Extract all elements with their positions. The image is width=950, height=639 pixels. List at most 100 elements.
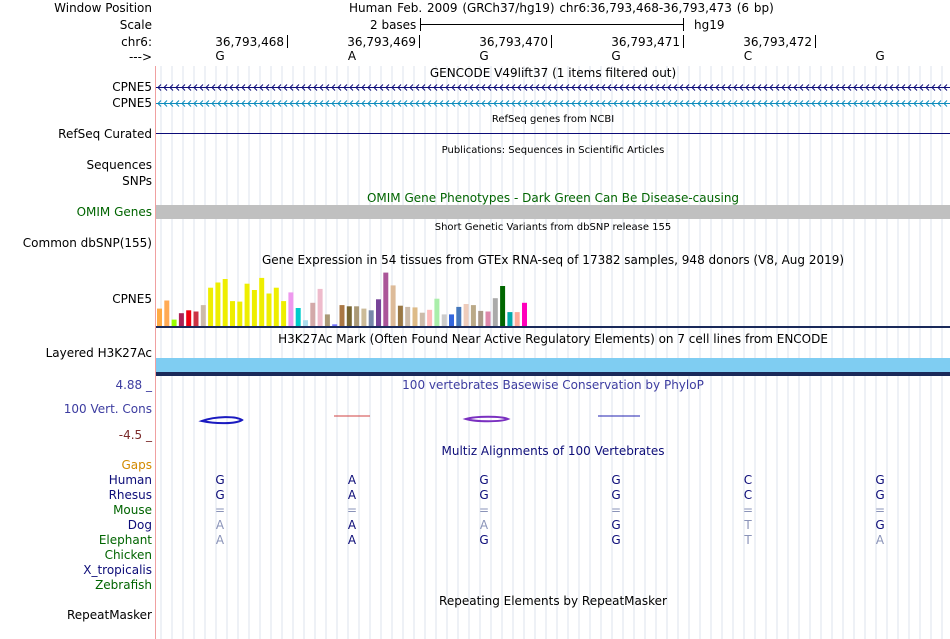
strand-chevron: [619, 84, 624, 91]
multiz-species-label[interactable]: Zebrafish: [95, 578, 152, 592]
publications-track-title[interactable]: Publications: Sequences in Scientific Ar…: [441, 145, 665, 156]
strand-chevron: [841, 84, 846, 91]
position-tick-mark: [815, 35, 816, 48]
strand-chevron: [685, 84, 690, 91]
repeatmasker-track-title[interactable]: Repeating Elements by RepeatMasker: [439, 594, 667, 608]
gtex-tissue-bar: [310, 302, 316, 326]
strand-chevron: [295, 100, 300, 107]
strand-chevron: [493, 100, 498, 107]
multiz-species-label[interactable]: Chicken: [104, 548, 152, 562]
strand-chevron: [445, 84, 450, 91]
strand-chevron: [937, 84, 942, 91]
omim-track-title[interactable]: OMIM Gene Phenotypes - Dark Green Can Be…: [366, 191, 740, 205]
repeatmasker-label[interactable]: RepeatMasker: [66, 608, 152, 622]
multiz-gaps-label[interactable]: Gaps: [121, 458, 152, 472]
gtex-tissue-bar: [514, 312, 520, 326]
refseq-label[interactable]: RefSeq Curated: [58, 127, 152, 141]
strand-chevron: [925, 84, 930, 91]
strand-chevron: [277, 100, 282, 107]
h3k27ac-signal[interactable]: [156, 358, 950, 372]
refseq-track-title[interactable]: RefSeq genes from NCBI: [491, 114, 615, 125]
strand-chevron: [709, 84, 714, 91]
publications-snps-label[interactable]: SNPs: [122, 174, 152, 188]
strand-chevron: [523, 100, 528, 107]
gencode-item-2-track[interactable]: [156, 96, 950, 110]
gtex-tissue-bar: [230, 301, 235, 326]
strand-chevron: [649, 84, 654, 91]
h3k27ac-label[interactable]: Layered H3K27Ac: [45, 346, 152, 360]
strand-chevron: [283, 100, 288, 107]
gencode-track-title[interactable]: GENCODE V49lift37 (1 items filtered out): [429, 66, 677, 80]
strand-chevron: [487, 100, 492, 107]
strand-chevron: [685, 100, 690, 107]
strand-chevron: [763, 100, 768, 107]
gencode-item-1-label[interactable]: CPNE5: [112, 80, 152, 94]
strand-chevron: [907, 84, 912, 91]
strand-chevron: [943, 84, 948, 91]
strand-chevron: [601, 84, 606, 91]
multiz-species-label[interactable]: Dog: [127, 518, 152, 532]
refseq-gene-line[interactable]: [156, 133, 950, 134]
multiz-species-label[interactable]: Mouse: [113, 503, 152, 517]
strand-chevron: [673, 100, 678, 107]
gtex-track-title[interactable]: Gene Expression in 54 tissues from GTEx …: [261, 253, 845, 267]
h3k27ac-track-title[interactable]: H3K27Ac Mark (Often Found Near Active Re…: [278, 332, 828, 346]
strand-chevron: [625, 100, 630, 107]
strand-chevron: [475, 100, 480, 107]
window-position-value[interactable]: Human Feb. 2009 (GRCh37/hg19) chr6:36,79…: [349, 1, 774, 15]
multiz-species-label[interactable]: Rhesus: [108, 488, 152, 502]
strand-chevron: [265, 100, 270, 107]
position-tick-label: 36,793,468: [215, 35, 284, 49]
omim-label[interactable]: OMIM Genes: [76, 205, 152, 219]
omim-gene-bar[interactable]: [156, 205, 950, 219]
strand-chevron: [757, 84, 762, 91]
strand-chevron: [355, 84, 360, 91]
dbsnp-track-title[interactable]: Short Genetic Variants from dbSNP releas…: [434, 222, 672, 233]
phylop-label[interactable]: 100 Vert. Cons: [63, 402, 152, 416]
multiz-aligned-base: A: [347, 473, 357, 487]
gencode-item-1-track[interactable]: [156, 80, 950, 94]
strand-chevron: [553, 100, 558, 107]
strand-chevron: [661, 100, 666, 107]
strand-chevron: [319, 100, 324, 107]
strand-chevron: [517, 100, 522, 107]
strand-chevron: [865, 100, 870, 107]
strand-chevron: [463, 84, 468, 91]
gtex-gene-label[interactable]: CPNE5: [112, 292, 152, 306]
strand-chevron: [547, 100, 552, 107]
multiz-aligned-base: T: [744, 533, 752, 547]
strand-chevron: [805, 100, 810, 107]
strand-chevron: [289, 100, 294, 107]
strand-chevron: [907, 100, 912, 107]
multiz-species-label[interactable]: X_tropicalis: [83, 563, 152, 577]
reference-base: C: [743, 49, 753, 63]
strand-chevron: [373, 100, 378, 107]
reference-base: G: [875, 49, 885, 63]
gtex-bar-chart[interactable]: [156, 268, 950, 330]
position-tick-label: 36,793,472: [743, 35, 812, 49]
phylop-wiggle[interactable]: [156, 408, 950, 428]
multiz-aligned-base: T: [744, 518, 752, 532]
strand-chevron: [457, 84, 462, 91]
multiz-aligned-base: G: [611, 473, 621, 487]
dbsnp-label[interactable]: Common dbSNP(155): [22, 236, 152, 250]
gtex-tissue-bar: [193, 311, 199, 326]
strand-chevron: [199, 100, 204, 107]
strand-chevron: [895, 84, 900, 91]
strand-chevron: [415, 100, 420, 107]
strand-chevron: [379, 100, 384, 107]
strand-chevron: [871, 100, 876, 107]
strand-chevron: [913, 100, 918, 107]
multiz-aligned-base: G: [611, 488, 621, 502]
publications-sequences-label[interactable]: Sequences: [86, 158, 152, 172]
gencode-item-2-label[interactable]: CPNE5: [112, 96, 152, 110]
gtex-tissue-bar: [346, 306, 352, 326]
strand-chevron: [469, 100, 474, 107]
multiz-track-title[interactable]: Multiz Alignments of 100 Vertebrates: [441, 444, 665, 458]
strand-chevron: [667, 84, 672, 91]
phylop-track-title[interactable]: 100 vertebrates Basewise Conservation by…: [402, 378, 704, 392]
multiz-species-label[interactable]: Elephant: [98, 533, 152, 547]
multiz-species-label[interactable]: Human: [108, 473, 152, 487]
gtex-tissue-bar: [332, 324, 338, 326]
strand-chevron: [925, 100, 930, 107]
